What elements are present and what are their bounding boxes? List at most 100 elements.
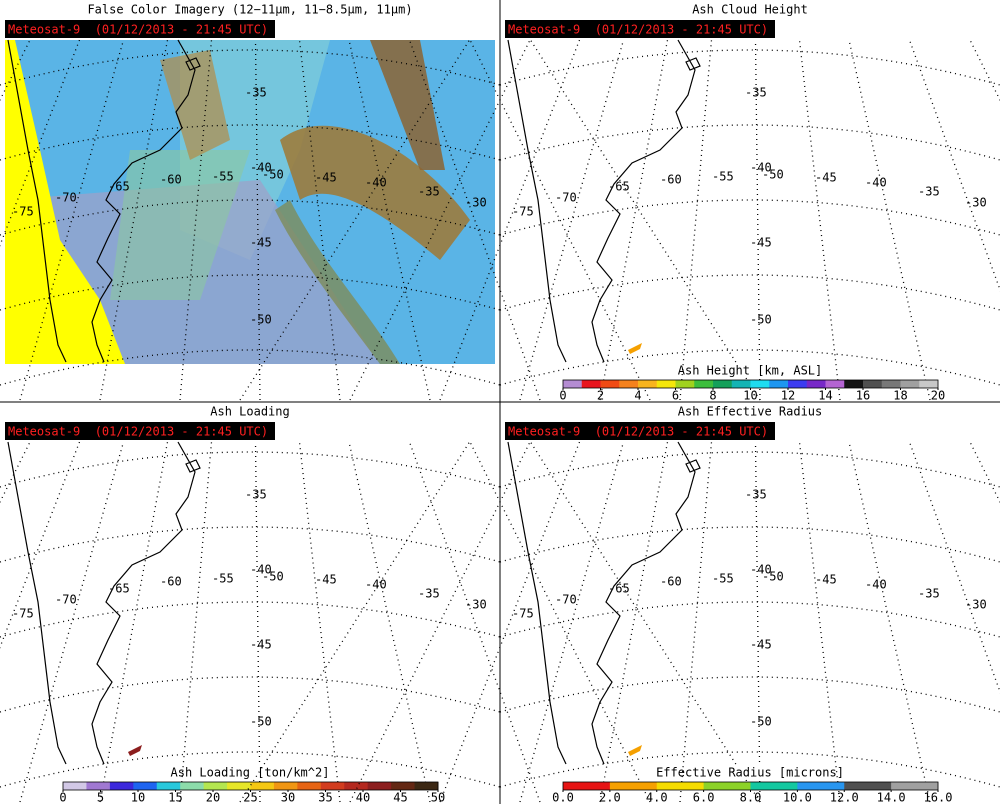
imagery-surface xyxy=(5,40,125,364)
ash-detection xyxy=(628,343,642,354)
colorbar-tick-label: 16.0 xyxy=(924,791,953,804)
colorbar-swatch xyxy=(863,380,883,388)
graticule-meridian xyxy=(798,39,841,401)
colorbar-tick-label: 12.0 xyxy=(830,791,859,804)
graticule-parallel xyxy=(499,676,1000,713)
colorbar-swatch xyxy=(891,782,916,790)
graticule-meridian xyxy=(239,39,471,401)
colorbar-swatch xyxy=(656,782,681,790)
colorbar-swatch xyxy=(391,782,416,790)
colorbar-tick-label: 10 xyxy=(131,791,145,804)
coastline xyxy=(685,459,701,473)
colorbar-label-bg xyxy=(685,364,815,377)
colorbar-swatch xyxy=(563,380,583,388)
latitude-label: -40 xyxy=(750,563,772,577)
longitude-label: -65 xyxy=(108,180,130,194)
graticule-parallel xyxy=(499,751,1000,788)
longitude-label: -60 xyxy=(660,173,682,187)
satellite-label-box xyxy=(5,20,275,38)
colorbar-swatch xyxy=(367,782,392,790)
graticule-parallel xyxy=(499,601,1000,638)
satellite-label: Meteosat-9 (01/12/2013 - 21:45 UTC) xyxy=(508,425,768,439)
longitude-label: -75 xyxy=(12,607,34,621)
longitude-label: -55 xyxy=(212,170,234,184)
graticule-meridian xyxy=(298,39,341,401)
coastline xyxy=(591,39,696,363)
longitude-label: -40 xyxy=(365,176,387,190)
colorbar-swatch xyxy=(156,782,181,790)
graticule-parallel xyxy=(0,526,501,563)
colorbar-tick-label: 5 xyxy=(97,791,104,804)
colorbar-swatch xyxy=(773,782,798,790)
coastline xyxy=(507,441,567,765)
longitude-label: -70 xyxy=(555,191,577,205)
graticule-parallel xyxy=(499,124,1000,161)
colorbar-swatch xyxy=(203,782,228,790)
colorbar-swatch xyxy=(844,782,869,790)
longitude-label: -60 xyxy=(160,173,182,187)
colorbar-tick-label: 0 xyxy=(59,791,66,804)
colorbar-tick-label: 8 xyxy=(709,389,716,403)
graticule-parallel xyxy=(0,751,501,788)
colorbar-swatch xyxy=(586,782,611,790)
longitude-label: -50 xyxy=(762,168,784,182)
longitude-label: -75 xyxy=(12,205,34,219)
satellite-label-box xyxy=(505,422,775,440)
graticule-parallel xyxy=(0,199,501,236)
satellite-label: Meteosat-9 (01/12/2013 - 21:45 UTC) xyxy=(8,425,268,439)
longitude-label: -60 xyxy=(660,575,682,589)
panel-title: False Color Imagery (12−11μm, 11−8.5μm, … xyxy=(87,3,412,17)
graticule-meridian xyxy=(99,39,169,401)
latitude-label: -35 xyxy=(745,488,767,502)
graticule-meridian xyxy=(254,39,261,401)
graticule-parallel xyxy=(0,274,501,311)
latitude-label: -40 xyxy=(750,161,772,175)
colorbar-swatch xyxy=(844,380,864,388)
colorbar-tick-label: 10 xyxy=(743,389,757,403)
colorbar-tick-label: 50 xyxy=(431,791,445,804)
graticule-meridian xyxy=(754,441,761,803)
panel-title: Ash Cloud Height xyxy=(692,3,808,17)
graticule-parallel xyxy=(499,526,1000,563)
latitude-label: -45 xyxy=(250,638,272,652)
colorbar-swatch xyxy=(633,782,658,790)
panel-title: Ash Effective Radius xyxy=(678,405,823,419)
longitude-label: -45 xyxy=(815,171,837,185)
colorbar-swatch xyxy=(86,782,111,790)
colorbar-tick-label: 18 xyxy=(893,389,907,403)
ash-detection xyxy=(628,745,642,756)
colorbar-swatch xyxy=(727,782,751,790)
latitude-label: -50 xyxy=(250,715,272,729)
colorbar-tick-label: 4 xyxy=(634,389,641,403)
colorbar-swatch xyxy=(180,782,205,790)
colorbar-tick-label: 2.0 xyxy=(599,791,621,804)
colorbar-swatch xyxy=(63,782,87,790)
colorbar-swatch xyxy=(867,782,892,790)
coastline xyxy=(507,39,567,363)
coastline xyxy=(91,39,196,363)
longitude-label: -40 xyxy=(865,578,887,592)
colorbar-swatch xyxy=(750,782,775,790)
imagery-cloud xyxy=(110,150,250,300)
colorbar-tick-label: 15 xyxy=(168,791,182,804)
latitude-label: -50 xyxy=(750,715,772,729)
graticule-meridian xyxy=(179,441,213,803)
colorbar-swatch xyxy=(563,782,587,790)
ash-detection xyxy=(128,745,142,756)
graticule-meridian xyxy=(754,39,761,401)
coastline xyxy=(185,459,201,473)
colorbar-tick-label: 4.0 xyxy=(646,791,668,804)
graticule-meridian xyxy=(599,39,669,401)
graticule-parallel xyxy=(499,349,1000,386)
colorbar-swatch xyxy=(694,380,714,388)
graticule-meridian xyxy=(298,441,341,803)
colorbar-swatch xyxy=(806,380,826,388)
coastline xyxy=(185,57,201,71)
coastline xyxy=(7,39,67,363)
panel: -75 -70 -65 -60 -55 -50 -45 -40 -35 -30 -35 -40 -45 -… xyxy=(239,3,1000,403)
colorbar-tick-label: 30 xyxy=(281,791,295,804)
longitude-label: -45 xyxy=(815,573,837,587)
colorbar-swatch xyxy=(703,782,728,790)
imagery-ash xyxy=(280,125,470,260)
